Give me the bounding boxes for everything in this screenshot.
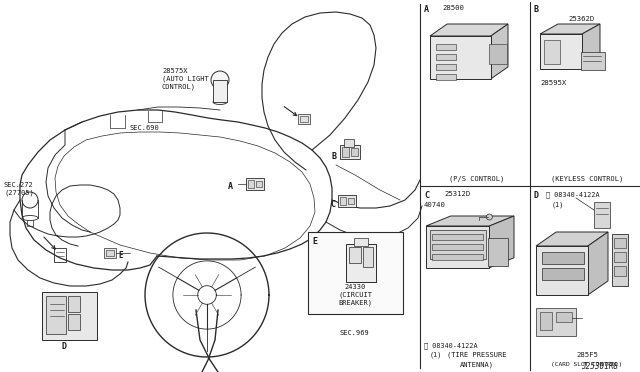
Text: (CARD SLOT CONTROL): (CARD SLOT CONTROL) <box>552 362 623 367</box>
Bar <box>430 230 486 259</box>
Bar <box>581 52 605 70</box>
Text: (1): (1) <box>552 201 564 208</box>
Text: CONTROL): CONTROL) <box>162 84 196 90</box>
Text: SEC.272: SEC.272 <box>4 182 34 188</box>
Text: (KEYLESS CONTROL): (KEYLESS CONTROL) <box>551 176 623 183</box>
Circle shape <box>555 255 569 269</box>
Text: C: C <box>424 191 429 200</box>
Bar <box>556 312 572 322</box>
Circle shape <box>211 71 229 89</box>
Text: (TIRE PRESSURE: (TIRE PRESSURE <box>447 352 507 359</box>
Bar <box>540 34 582 69</box>
Bar <box>248 180 254 188</box>
Bar <box>338 195 356 207</box>
Bar <box>536 308 576 336</box>
Bar <box>614 252 626 262</box>
Bar <box>614 238 626 248</box>
Text: 25362D: 25362D <box>569 16 595 22</box>
Text: 40740: 40740 <box>424 202 446 208</box>
Text: (CIRCUIT: (CIRCUIT <box>338 292 372 298</box>
Bar <box>346 244 376 282</box>
Bar <box>344 139 354 147</box>
Polygon shape <box>588 232 608 295</box>
Bar <box>614 266 626 276</box>
Bar <box>436 64 456 70</box>
Text: (1): (1) <box>430 352 442 359</box>
Text: 24330: 24330 <box>344 284 365 290</box>
Text: A: A <box>228 182 233 191</box>
Text: 28575X: 28575X <box>162 68 188 74</box>
Text: Ⓢ 08340-4122A: Ⓢ 08340-4122A <box>424 342 477 349</box>
Text: J25301R8: J25301R8 <box>582 362 618 371</box>
Bar <box>349 247 361 263</box>
Polygon shape <box>491 24 508 79</box>
Bar <box>348 198 354 204</box>
Bar <box>488 238 508 266</box>
Text: BREAKER): BREAKER) <box>338 300 372 307</box>
Bar <box>436 44 456 50</box>
Text: 25312D: 25312D <box>444 191 470 197</box>
Bar <box>432 234 483 240</box>
Bar <box>354 238 368 246</box>
Bar <box>68 296 80 312</box>
Text: B: B <box>332 152 337 161</box>
Bar <box>432 244 483 250</box>
Bar <box>542 252 584 264</box>
Bar <box>544 40 560 64</box>
Bar <box>363 247 373 267</box>
Bar <box>436 54 456 60</box>
Bar <box>432 254 483 260</box>
Polygon shape <box>430 24 508 36</box>
Text: Ⓢ 08340-4122A: Ⓢ 08340-4122A <box>546 191 600 198</box>
Text: 28500: 28500 <box>442 5 464 11</box>
Polygon shape <box>582 24 600 69</box>
Bar <box>340 145 360 159</box>
Text: SEC.690: SEC.690 <box>130 125 160 131</box>
Bar <box>430 36 491 79</box>
Text: E: E <box>312 237 317 246</box>
Bar <box>351 148 358 156</box>
Text: ANTENNA): ANTENNA) <box>460 361 494 368</box>
Bar <box>342 147 349 157</box>
Polygon shape <box>426 216 514 226</box>
Text: E: E <box>118 251 123 260</box>
Text: 28595X: 28595X <box>540 80 566 86</box>
Text: D: D <box>534 191 539 200</box>
Bar <box>594 202 610 228</box>
Polygon shape <box>490 216 514 268</box>
Polygon shape <box>540 24 600 34</box>
Ellipse shape <box>213 99 227 105</box>
Bar <box>612 234 628 286</box>
Bar <box>213 80 227 102</box>
Bar <box>68 314 80 330</box>
Text: C: C <box>330 200 335 209</box>
Circle shape <box>486 214 492 220</box>
Polygon shape <box>536 232 608 246</box>
Bar <box>104 248 116 258</box>
Bar <box>46 296 66 334</box>
Bar <box>540 312 552 330</box>
Bar <box>426 226 490 268</box>
Text: D: D <box>62 342 67 351</box>
Text: (P/S CONTROL): (P/S CONTROL) <box>449 176 504 183</box>
Bar <box>256 181 262 187</box>
Bar <box>436 74 456 80</box>
Bar <box>298 114 310 124</box>
Bar <box>42 292 97 340</box>
Text: SEC.969: SEC.969 <box>340 330 370 336</box>
Bar <box>536 246 588 295</box>
Bar <box>300 116 308 122</box>
Bar <box>246 178 264 190</box>
Bar <box>542 268 584 280</box>
Text: (27705): (27705) <box>4 190 34 196</box>
Bar <box>489 44 507 64</box>
Bar <box>340 197 346 205</box>
Text: A: A <box>424 5 429 14</box>
Bar <box>308 232 403 314</box>
Text: B: B <box>534 5 539 14</box>
Bar <box>106 250 114 256</box>
Text: 285F5: 285F5 <box>576 352 598 358</box>
Text: (AUTO LIGHT: (AUTO LIGHT <box>162 76 209 83</box>
